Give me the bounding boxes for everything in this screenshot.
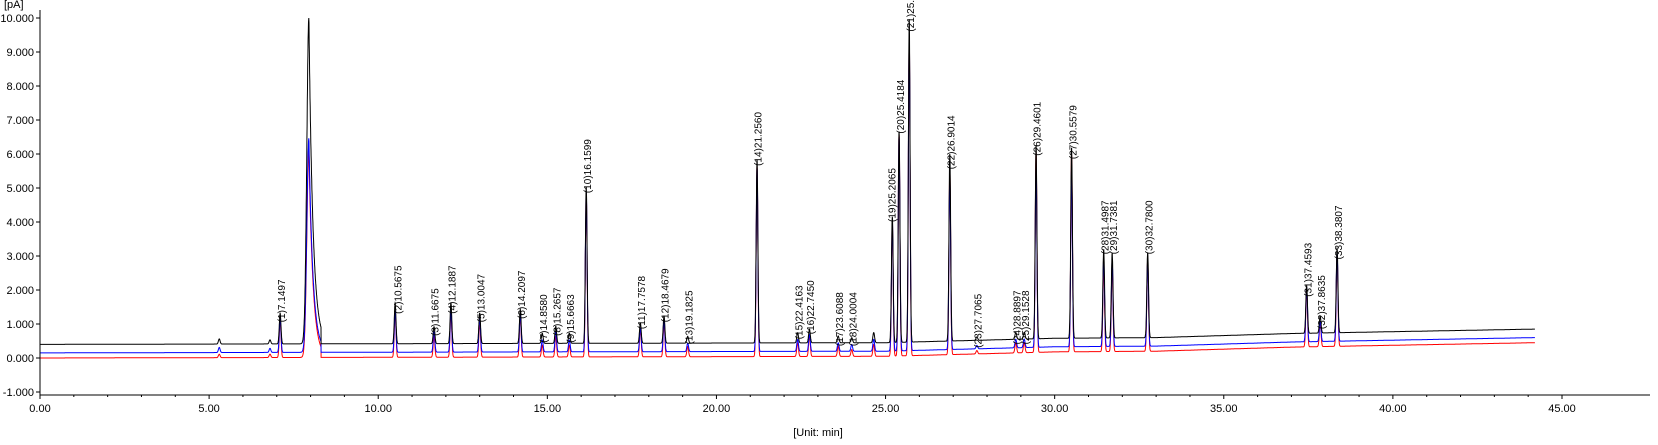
peak-label: (9)15.6663 [566, 294, 577, 343]
y-unit-label: [pA] [4, 0, 24, 11]
y-tick-label: 6.000 [6, 149, 34, 161]
peak-label: (23)27.7065 [974, 293, 985, 347]
x-tick-label: 45.00 [1548, 403, 1576, 415]
peak-labels: (1)7.1497 (2)10.5675 (3)11.6675 (4)12.1887 (… [277, 0, 1345, 348]
x-tick-label: 35.00 [1210, 403, 1238, 415]
y-tick-label: 0.000 [6, 353, 34, 365]
peak-label: (13)19.1825 [684, 290, 695, 344]
peak-label: (24)28.8897 [1012, 290, 1023, 344]
y-tick-label: 10.000 [0, 13, 34, 25]
peak-label: (8)15.2657 [552, 287, 563, 336]
peak-label: (1)7.1497 [277, 279, 288, 322]
x-tick-label: 40.00 [1379, 403, 1407, 415]
chart-axes [39, 10, 1650, 396]
peak-label: (28)31.4987 [1100, 200, 1111, 254]
peak-label: (32)37.8635 [1317, 275, 1328, 329]
peak-label: (10)16.1599 [583, 139, 594, 193]
x-ticks: 0.00 5.00 10.00 15.00 20.00 25.00 30.00 35.00 40… [29, 395, 1576, 415]
peak-label: (11)17.7578 [637, 275, 648, 329]
peak-label: (22)26.9014 [947, 115, 958, 169]
peak-label: (33)38.3807 [1334, 205, 1345, 259]
peak-label: (17)23.6088 [835, 292, 846, 346]
peak-label: (2)10.5675 [394, 265, 405, 314]
peak-label: (4)12.1887 [448, 265, 459, 314]
peak-label: (16)22.7450 [806, 280, 817, 334]
peak-label: (5)13.0047 [476, 273, 487, 322]
peak-label: (15)22.4163 [794, 285, 805, 339]
peak-label: (12)18.4679 [661, 268, 672, 322]
peak-label: (26)29.4601 [1033, 101, 1044, 155]
x-axis-label: [Unit: min] [793, 427, 843, 439]
peak-label: (18)24.0004 [848, 292, 859, 346]
peak-label: (27)30.5579 [1068, 105, 1079, 159]
peak-label: (14)21.2560 [754, 112, 765, 166]
x-tick-label: 20.00 [703, 403, 731, 415]
y-tick-label: 4.000 [6, 217, 34, 229]
chromatogram-traces [40, 17, 1535, 359]
y-tick-label: 5.000 [6, 183, 34, 195]
chromatogram-series-line [40, 37, 1535, 354]
peak-label: (31)37.4593 [1303, 242, 1314, 296]
peak-label: (20)25.4184 [896, 79, 907, 133]
x-tick-label: 15.00 [534, 403, 562, 415]
chromatogram-series-line [40, 17, 1535, 345]
x-tick-label: 25.00 [872, 403, 900, 415]
x-tick-label: 5.00 [198, 403, 219, 415]
peak-label: (7)14.8580 [539, 294, 550, 343]
y-tick-label: 2.000 [6, 285, 34, 297]
x-tick-label: 30.00 [1041, 403, 1069, 415]
y-tick-label: 8.000 [6, 81, 34, 93]
peak-label: (21)25.7162 [906, 0, 917, 32]
y-tick-label: 7.000 [6, 115, 34, 127]
chromatogram-series-line [40, 36, 1535, 359]
peak-label: (3)11.6675 [431, 288, 442, 336]
y-tick-label: 3.000 [6, 251, 34, 263]
y-tick-label: 9.000 [6, 47, 34, 59]
y-ticks: -1.000 0.000 1.000 2.000 3.000 4.000 5.000 6.00… [0, 13, 40, 399]
x-tick-label: 0.00 [29, 403, 50, 415]
peak-label: (6)14.2097 [517, 270, 528, 319]
peak-label: (25)29.1528 [1021, 290, 1032, 344]
x-tick-label: 10.00 [364, 403, 392, 415]
peak-label: (29)31.7381 [1109, 200, 1120, 254]
peak-label: (30)32.7800 [1144, 200, 1155, 254]
y-tick-label: -1.000 [3, 387, 34, 399]
y-tick-label: 1.000 [6, 319, 34, 331]
peak-label: (19)25.2065 [887, 168, 898, 222]
